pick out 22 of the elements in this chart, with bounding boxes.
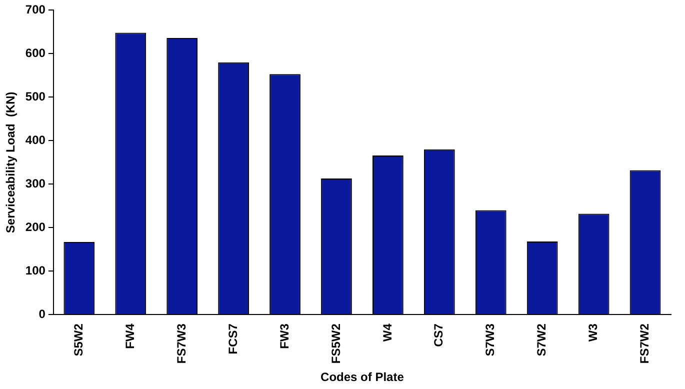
x-tick-label: S7W3 — [483, 323, 498, 356]
y-tick-label: 100 — [25, 263, 46, 278]
y-tick-label: 0 — [38, 306, 46, 321]
y-tick-label: 200 — [25, 220, 46, 234]
x-tick-label: FS5W2 — [328, 323, 343, 364]
y-tick-label: 700 — [25, 2, 46, 17]
x-tick-label: W4 — [380, 323, 394, 342]
x-tick-label: CS7 — [432, 323, 446, 347]
x-tick-label: S5W2 — [71, 323, 86, 356]
y-tick-label: 500 — [25, 89, 46, 104]
y-tick-label: 300 — [25, 176, 46, 190]
x-tick-label: FCS7 — [226, 323, 240, 354]
x-tick-label: FS7W3 — [174, 323, 188, 364]
y-tick-label: 400 — [25, 132, 46, 147]
x-tick-label: S7W2 — [534, 323, 549, 356]
x-tick-label: FW3 — [277, 323, 292, 349]
y-axis-title: Serviceability Load (KN) — [4, 92, 18, 234]
y-tick-label: 600 — [25, 46, 46, 60]
x-axis-title: Codes of Plate — [320, 370, 404, 384]
x-tick-label: FS7W2 — [638, 323, 652, 364]
x-tick-label: W3 — [586, 323, 600, 342]
x-tick-label: FW4 — [122, 323, 137, 349]
